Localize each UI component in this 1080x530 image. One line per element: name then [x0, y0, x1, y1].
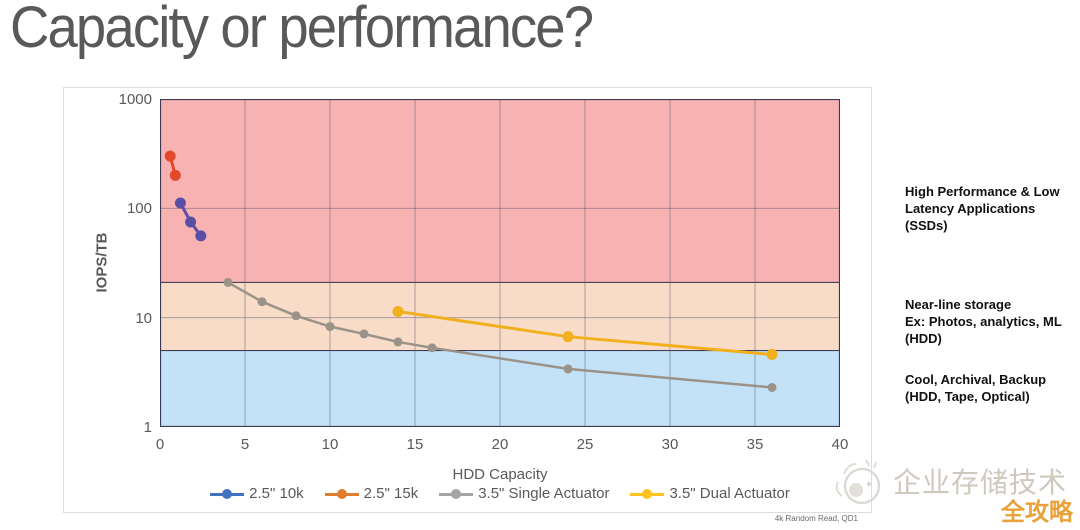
plot-border [160, 99, 840, 427]
data-point [223, 277, 233, 287]
watermark-logo-icon [835, 459, 881, 505]
slide-title: Capacity or performance? [10, 0, 594, 60]
watermark-brand: 企业存储技术 [893, 467, 1068, 498]
legend-marker-icon [210, 488, 245, 500]
legend-marker-icon [324, 488, 359, 500]
data-point [392, 305, 404, 317]
annotation-line: (SSDs) [905, 218, 948, 233]
legend-item-2-5-10k: 2.5" 10k [210, 485, 304, 502]
y-tick-label: 1000 [118, 91, 152, 108]
data-point [427, 343, 437, 353]
x-tick-label: 15 [406, 436, 424, 453]
y-tick-label: 10 [135, 309, 152, 327]
x-tick-label: 5 [240, 436, 250, 453]
legend-label: 2.5" 15k [363, 485, 419, 502]
legend-label: 3.5" Dual Actuator [669, 485, 790, 502]
data-point [195, 230, 207, 242]
data-point [185, 216, 197, 228]
legend-marker-icon [439, 488, 474, 500]
x-tick-label: 30 [661, 436, 679, 453]
annotation-line: Cool, Archival, Backup [905, 372, 1047, 387]
legend-label: 3.5" Single Actuator [478, 485, 610, 502]
legend-item-2-5-15k: 2.5" 15k [324, 485, 419, 502]
annotation-line: Latency Applications [905, 201, 1036, 216]
legend: 2.5" 10k 2.5" 15k 3.5" Single Actuator 3.5"… [152, 485, 848, 502]
data-point [393, 337, 403, 347]
legend-item-3-5-single-actuator: 3.5" Single Actuator [439, 485, 609, 502]
y-tick-label: 1 [143, 419, 152, 436]
watermark-sub: 全攻略 [1001, 499, 1073, 526]
legend-marker-icon [630, 488, 665, 500]
x-tick-label: 25 [576, 436, 594, 453]
data-point [563, 364, 573, 374]
data-point [359, 329, 369, 339]
x-tick-label: 35 [746, 436, 764, 453]
annotation-cool-zone: Cool, Archival, Backup (HDD, Tape, Optic… [905, 371, 1080, 405]
x-tick-label: 20 [491, 436, 509, 453]
annotation-line: Near-line storage [905, 297, 1012, 312]
data-point [164, 150, 176, 162]
y-axis-title: IOPS/TB [93, 232, 111, 293]
x-axis-title: HDD Capacity [452, 466, 548, 483]
y-tick-label: 100 [126, 200, 152, 218]
data-point [325, 322, 335, 332]
legend-item-3-5-dual-actuator: 3.5" Dual Actuator [630, 485, 790, 502]
annotation-nearline-zone: Near-line storage Ex: Photos, analytics,… [905, 296, 1080, 347]
legend-label: 2.5" 10k [249, 485, 304, 502]
chart-footnote: 4k Random Read, QD1 [774, 514, 858, 523]
data-point [766, 349, 778, 361]
x-tick-label: 40 [831, 436, 849, 453]
x-tick-label: 10 [321, 436, 339, 453]
annotation-ssd-zone: High Performance & Low Latency Applicati… [905, 183, 1080, 234]
data-point [562, 331, 574, 343]
annotation-line: (HDD, Tape, Optical) [905, 389, 1030, 404]
data-point [291, 311, 301, 321]
annotation-line: Ex: Photos, analytics, ML [905, 314, 1062, 329]
data-point [257, 297, 267, 307]
annotation-line: (HDD) [905, 331, 942, 346]
annotation-line: High Performance & Low [905, 184, 1060, 199]
data-point [174, 197, 186, 209]
data-point [169, 169, 181, 181]
x-tick-label: 0 [155, 436, 165, 453]
plot-svg [160, 99, 840, 427]
data-point [767, 382, 777, 392]
